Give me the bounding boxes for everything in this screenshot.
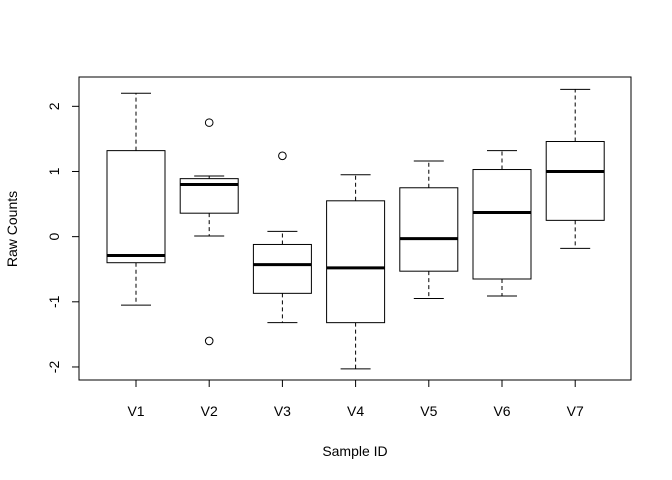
box-v7 [545, 88, 605, 249]
y-tick-label: -2 [46, 361, 62, 374]
box-iqr [252, 243, 312, 294]
box-iqr [472, 169, 532, 280]
box-iqr [399, 187, 459, 272]
x-tick-label: V4 [347, 403, 364, 419]
x-tick-label: V7 [567, 403, 584, 419]
axes-layer: -2 -1 0 1 2 V1 V2 V3 V4 V5 V6 V7 [46, 102, 584, 419]
x-tick-label: V3 [274, 403, 291, 419]
box-v6 [472, 150, 532, 297]
x-tick-label: V1 [127, 403, 144, 419]
y-axis-label: Raw Counts [4, 191, 20, 267]
box-v4 [326, 174, 386, 370]
boxes-layer [106, 88, 605, 370]
outlier-point [204, 336, 214, 346]
outlier-point [278, 151, 287, 161]
x-axis-label: Sample ID [322, 443, 387, 459]
box-iqr [545, 141, 605, 221]
y-tick-label: 0 [46, 233, 62, 241]
box-iqr [106, 150, 166, 264]
box-v1 [106, 92, 166, 306]
box-v2 [179, 118, 239, 346]
box-v5 [399, 160, 459, 300]
y-tick-label: 1 [46, 167, 62, 175]
box-v3 [252, 151, 312, 324]
x-tick-label: V6 [493, 403, 510, 419]
y-tick-label: 2 [46, 102, 62, 110]
x-tick-label: V2 [201, 403, 218, 419]
box-iqr [326, 200, 386, 324]
y-tick-label: -1 [46, 295, 62, 308]
outlier-point [204, 118, 214, 127]
x-tick-label: V5 [420, 403, 437, 419]
